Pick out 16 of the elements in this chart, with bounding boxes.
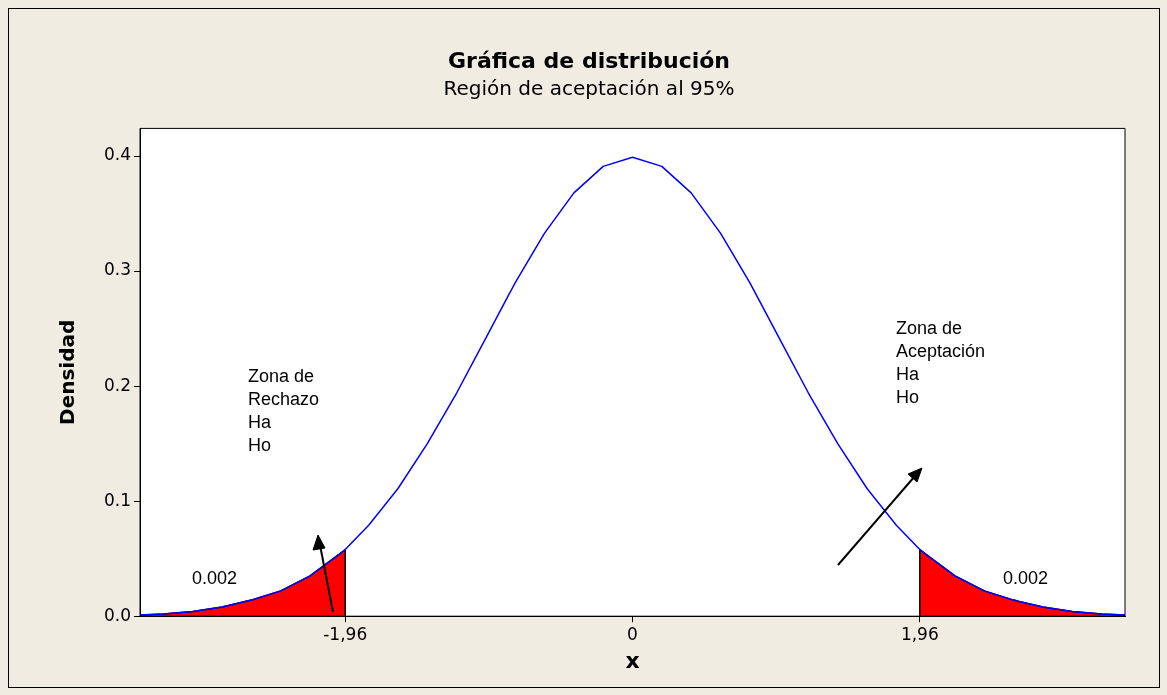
y-tick-label: 0.0 — [103, 604, 132, 625]
y-axis-title: Densidad — [55, 319, 80, 425]
y-tick-label: 0.4 — [103, 144, 132, 165]
chart-title: Gráfica de distribución — [448, 47, 730, 73]
x-tick-label: 0 — [627, 623, 638, 644]
x-axis-title: x — [625, 647, 640, 673]
annotation: 0.002 — [1003, 567, 1049, 588]
x-tick-label: 1,96 — [900, 623, 939, 644]
annotation: Zona de Rechazo Ha Ho — [248, 365, 320, 455]
y-tick-label: 0.2 — [103, 374, 132, 395]
x-tick-label: -1,96 — [323, 623, 368, 644]
y-tick-label: 0.1 — [103, 489, 132, 510]
annotation: Zona de Aceptación Ha Ho — [896, 317, 986, 407]
annotation: 0.002 — [192, 567, 238, 588]
y-tick-label: 0.3 — [103, 259, 132, 280]
chart-subtitle: Región de aceptación al 95% — [443, 75, 735, 100]
